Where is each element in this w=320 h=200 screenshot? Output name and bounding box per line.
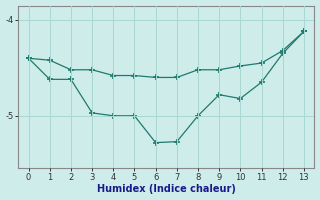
X-axis label: Humidex (Indice chaleur): Humidex (Indice chaleur) xyxy=(97,184,236,194)
